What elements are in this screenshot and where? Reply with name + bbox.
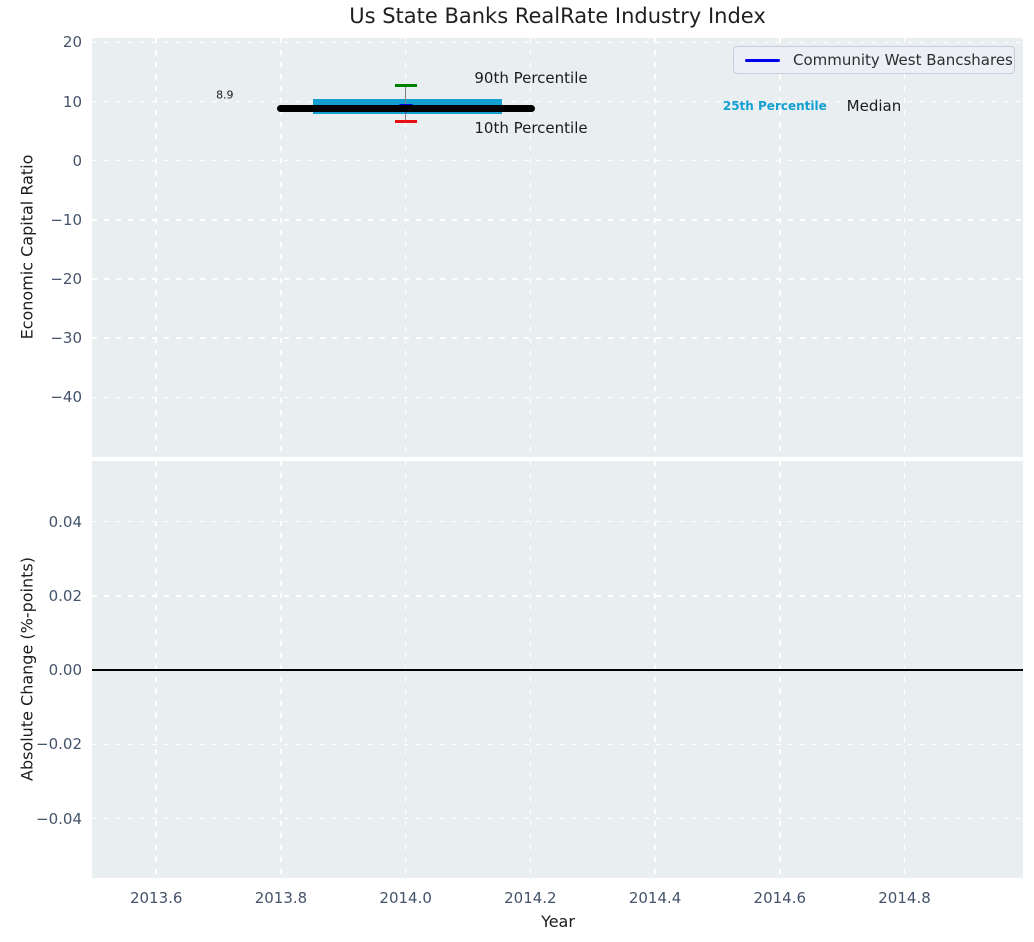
cap-10th-percentile <box>394 120 417 124</box>
gridline-horizontal <box>92 337 1023 339</box>
annotation-8-9: 8.9 <box>216 88 234 102</box>
gridline-horizontal <box>92 396 1023 399</box>
top-subplot: Community West Bancshares 8.9 90th Percen… <box>92 38 1023 457</box>
y-tick-label: 0.02 <box>48 586 82 605</box>
gridline-vertical <box>779 38 781 457</box>
annotation-25th-percentile: 25th Percentile <box>722 99 827 113</box>
x-tick-label: 2014.2 <box>504 889 557 907</box>
gridline-horizontal <box>92 520 1023 523</box>
median-line <box>276 104 535 112</box>
y-tick-label: 0.00 <box>48 661 82 680</box>
y-tick-label: −30 <box>50 329 82 348</box>
gridline-horizontal <box>92 595 1023 597</box>
bottom-subplot <box>92 461 1023 878</box>
x-tick-label: 2014.0 <box>379 889 432 907</box>
annotation-10th-percentile: 10th Percentile <box>474 119 588 138</box>
gridline-vertical <box>404 38 407 457</box>
gridline-horizontal <box>92 278 1023 280</box>
legend-line-sample <box>745 58 780 62</box>
y-tick-label: −40 <box>50 388 82 407</box>
x-tick-label: 2014.4 <box>628 889 682 907</box>
x-axis-label: Year <box>541 912 575 931</box>
x-tick-label: 2013.6 <box>129 889 183 907</box>
gridline-vertical <box>529 38 532 457</box>
chart-title: Us State Banks RealRate Industry Index <box>349 4 766 28</box>
legend-label: Community West Bancshares <box>793 51 1013 69</box>
y-tick-label: 0.04 <box>48 512 82 531</box>
y-tick-label: −0.04 <box>36 809 82 828</box>
errorbar-vertical-line <box>404 85 407 122</box>
legend: Community West Bancshares <box>733 46 1015 74</box>
gridline-vertical <box>903 38 906 457</box>
x-tick-label: 2014.6 <box>753 889 807 907</box>
gridline-vertical <box>654 38 656 457</box>
gridline-horizontal <box>92 219 1023 221</box>
y-tick-label: −20 <box>50 269 82 288</box>
y-tick-label: 0 <box>72 151 82 170</box>
y-tick-label: −0.02 <box>36 735 82 754</box>
gridline-horizontal <box>92 817 1023 820</box>
gridline-horizontal <box>92 743 1023 746</box>
gridline-horizontal <box>92 100 1023 103</box>
cap-90th-percentile <box>394 84 417 88</box>
annotation-median: Median <box>846 97 902 115</box>
y-axis-label-top: Economic Capital Ratio <box>17 154 37 340</box>
gridline-horizontal <box>92 41 1023 44</box>
gridline-vertical <box>280 38 282 457</box>
gridline-horizontal <box>92 159 1023 162</box>
y-tick-label: 20 <box>62 33 82 52</box>
zero-line <box>92 669 1023 672</box>
x-tick-label: 2014.8 <box>878 889 931 907</box>
x-tick-label: 2013.8 <box>254 889 308 907</box>
y-tick-label: 10 <box>62 92 82 111</box>
gridline-vertical <box>155 38 157 457</box>
annotation-90th-percentile: 90th Percentile <box>474 68 588 87</box>
y-tick-label: −10 <box>50 210 82 229</box>
